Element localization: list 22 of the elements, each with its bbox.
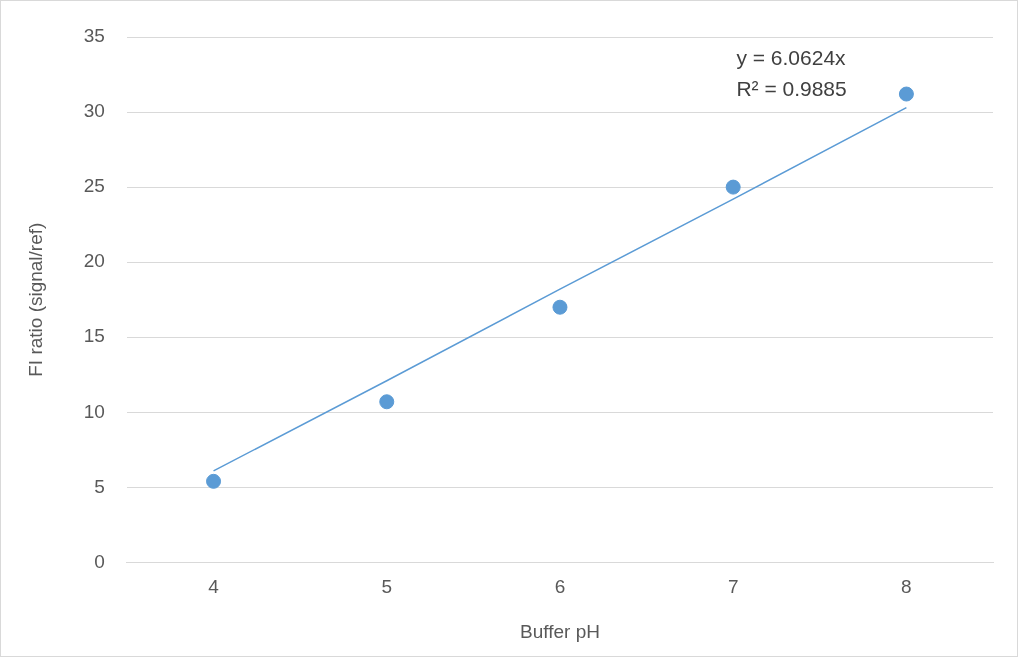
y-tick-label: 10 <box>83 400 105 422</box>
x-axis-title: Buffer pH <box>520 620 600 642</box>
annotation: R² = 0.9885 <box>736 76 847 100</box>
x-tick-label: 7 <box>727 576 739 598</box>
y-tick-label: 35 <box>83 25 105 47</box>
y-tick-label: 25 <box>83 175 105 197</box>
point <box>206 473 222 489</box>
point <box>379 394 395 410</box>
point <box>725 179 741 195</box>
x-tick-label: 5 <box>381 576 393 598</box>
y-tick-label: 30 <box>83 100 105 122</box>
x-tick-label: 4 <box>208 576 220 598</box>
y-tick-label: 20 <box>83 250 105 272</box>
point <box>552 299 568 315</box>
annotation: y = 6.0624x <box>736 45 847 69</box>
y-tick-label: 0 <box>94 550 105 572</box>
y-tick-label: 5 <box>94 475 105 497</box>
point <box>898 86 914 102</box>
x-tick-label: 6 <box>554 576 566 598</box>
y-tick-label: 15 <box>83 325 105 347</box>
x-tick-label: 8 <box>901 576 912 598</box>
y-axis-title: FI ratio (signal/ref) <box>24 222 46 377</box>
